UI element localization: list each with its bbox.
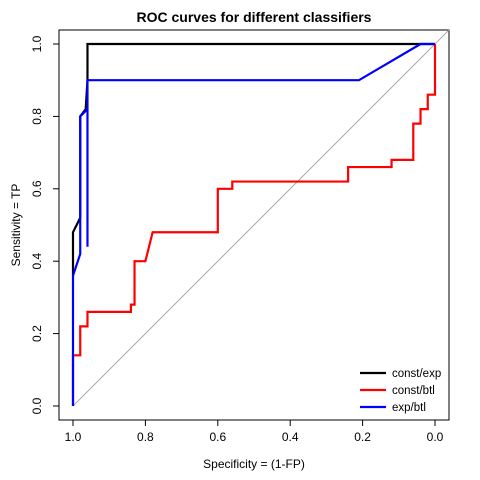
series-line-const-exp xyxy=(71,42,435,276)
series-layer xyxy=(71,42,437,406)
y-tick-label: 0.4 xyxy=(30,253,44,270)
y-tick-label: 0.6 xyxy=(30,180,44,197)
legend-label: const/exp xyxy=(392,368,441,380)
x-tick-label: 0.4 xyxy=(282,430,299,444)
y-axis: 0.0 0.2 0.4 0.6 0.8 1.0 xyxy=(30,35,59,414)
legend-label: exp/btl xyxy=(392,402,426,414)
x-tick-label: 0.2 xyxy=(354,430,371,444)
series-line-const-btl xyxy=(71,44,437,406)
y-tick-label: 1.0 xyxy=(30,35,44,52)
x-axis-label: Specificity = (1-FP) xyxy=(203,457,305,471)
y-tick-label: 0.0 xyxy=(30,397,44,414)
x-tick-label: 1.0 xyxy=(65,430,82,444)
reference-diagonal-line xyxy=(72,29,450,407)
legend: const/exp const/btl exp/btl xyxy=(360,368,441,414)
x-axis: 1.0 0.8 0.6 0.4 0.2 0.0 xyxy=(65,420,444,444)
x-tick-label: 0.6 xyxy=(209,430,226,444)
x-tick-label: 0.8 xyxy=(137,430,154,444)
reference-diagonal-layer xyxy=(72,29,450,407)
y-tick-label: 0.2 xyxy=(30,325,44,342)
y-tick-label: 0.8 xyxy=(30,108,44,125)
y-axis-label: Sensitivity = TP xyxy=(9,184,23,267)
series-line-exp-btl xyxy=(71,42,435,406)
x-tick-label: 0.0 xyxy=(427,430,444,444)
chart-title: ROC curves for different classifiers xyxy=(137,9,372,25)
legend-label: const/btl xyxy=(392,385,435,397)
plot-area-frame xyxy=(58,29,450,421)
